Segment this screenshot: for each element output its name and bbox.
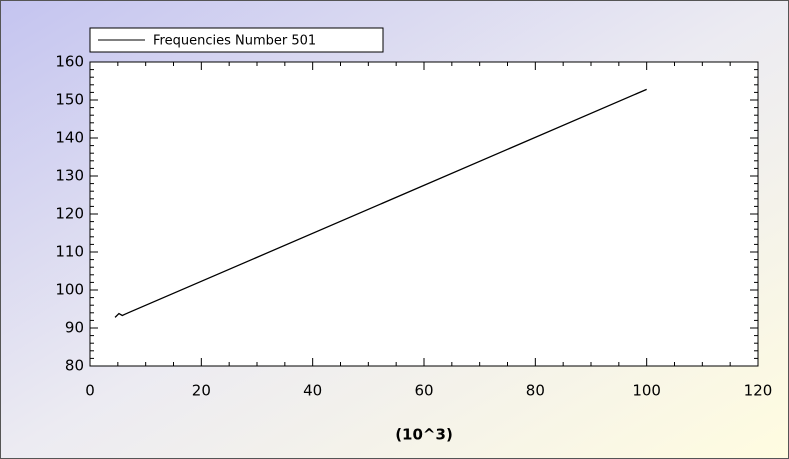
x-tick-label: 40 <box>303 382 322 400</box>
x-tick-label: 20 <box>192 382 211 400</box>
x-tick-label: 80 <box>526 382 545 400</box>
x-tick-label: 0 <box>85 382 95 400</box>
plot-area <box>89 61 759 367</box>
y-tick-label: 140 <box>55 129 84 147</box>
x-tick-label: 60 <box>414 382 433 400</box>
y-tick-label: 80 <box>65 357 84 375</box>
x-tick-label: 100 <box>632 382 661 400</box>
x-axis-label: (10^3) <box>395 426 453 444</box>
y-tick-label: 120 <box>55 205 84 223</box>
y-tick-label: 90 <box>65 319 84 337</box>
y-tick-label: 150 <box>55 91 84 109</box>
y-tick-label: 130 <box>55 167 84 185</box>
legend-label: Frequencies Number 501 <box>153 34 316 49</box>
x-tick-label: 120 <box>744 382 773 400</box>
y-tick-label: 160 <box>55 53 84 71</box>
y-tick-label: 100 <box>55 281 84 299</box>
data-line <box>114 88 647 318</box>
y-tick-label: 110 <box>55 243 84 261</box>
